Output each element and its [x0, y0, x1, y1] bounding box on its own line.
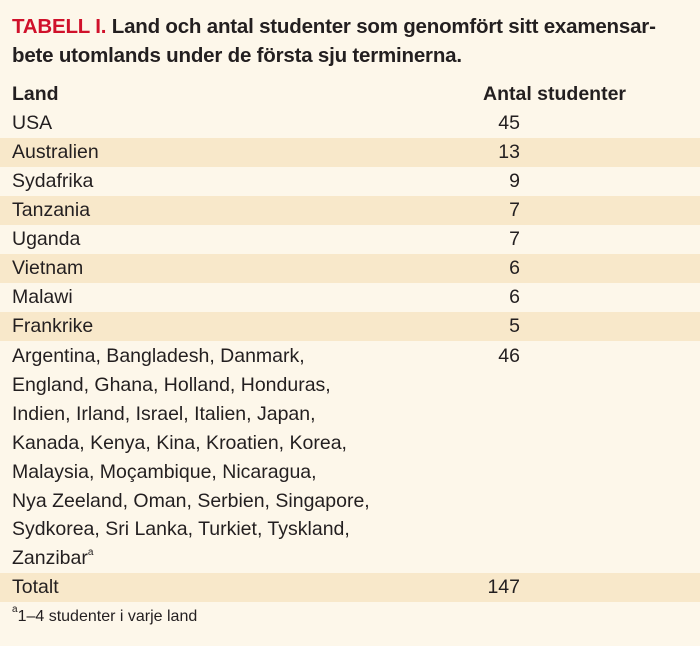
country-line: Indien, Irland, Israel, Italien, Japan,: [12, 402, 316, 425]
country-cell: Vietnam: [12, 257, 84, 279]
table-row: Vietnam 6: [0, 254, 700, 283]
other-row: Argentina, Bangladesh, Danmark, England, …: [0, 342, 700, 573]
country-cell: USA: [12, 112, 53, 134]
table-row: Uganda 7: [0, 225, 700, 254]
table-row: Sydafrika 9: [0, 167, 700, 196]
table-row: Frankrike 5: [0, 312, 700, 341]
country-line: Nya Zeeland, Oman, Serbien, Singapore,: [12, 489, 370, 512]
header-cell: Antal studenter: [483, 83, 627, 105]
country-cell: Australien: [12, 141, 99, 163]
value-cell: 6: [509, 257, 520, 279]
value-cell: 9: [509, 170, 520, 192]
header-cell: Land: [12, 83, 59, 105]
country-cell: Uganda: [12, 228, 81, 250]
value-cell: 7: [509, 199, 520, 221]
footnote: a1–4 studenter i varje land: [12, 605, 197, 629]
table-row: Malawi 6: [0, 283, 700, 312]
table-row: Tanzania 7: [0, 196, 700, 225]
value-cell: 6: [509, 286, 520, 308]
country-cell: Sydafrika: [12, 170, 94, 192]
country-line: Sydkorea, Sri Lanka, Turkiet, Tyskland,: [12, 518, 350, 541]
total-value: 147: [487, 576, 520, 598]
table-title: TABELL I. Land och antal studenter som g…: [12, 12, 692, 70]
note-mark: a: [87, 547, 94, 559]
country-line: Zanzibar: [12, 547, 88, 570]
other-countries: Argentina, Bangladesh, Danmark, England, …: [12, 342, 370, 573]
total-label: Totalt: [12, 576, 59, 598]
table-label: TABELL I.: [12, 15, 107, 38]
country-cell: Tanzania: [12, 199, 91, 221]
value-cell: 7: [509, 228, 520, 250]
footnote-text: 1–4 studenter i varje land: [17, 608, 198, 625]
value-cell: 46: [498, 345, 520, 367]
value-cell: 13: [498, 141, 520, 163]
value-cell: 45: [498, 112, 520, 134]
country-cell: Malawi: [12, 286, 73, 308]
country-cell: Frankrike: [12, 315, 94, 337]
table-row: USA 45: [0, 109, 700, 138]
country-line: Argentina, Bangladesh, Danmark,: [12, 345, 305, 367]
value-cell: 5: [509, 315, 520, 337]
header-row: Land Antal studenter: [0, 80, 700, 109]
table-row: Australien 13: [0, 138, 700, 167]
title-line: Land och antal studenter som genomfört s…: [111, 15, 656, 38]
country-line: Malaysia, Moçambique, Nicaragua,: [12, 460, 317, 483]
footnote-mark: a: [12, 604, 18, 615]
title-line: bete utomlands under de första sju termi…: [12, 44, 462, 67]
country-line: England, Ghana, Holland, Honduras,: [12, 373, 331, 396]
country-line: Kanada, Kenya, Kina, Kroatien, Korea,: [12, 431, 347, 454]
total-row: Totalt 147: [0, 573, 700, 602]
